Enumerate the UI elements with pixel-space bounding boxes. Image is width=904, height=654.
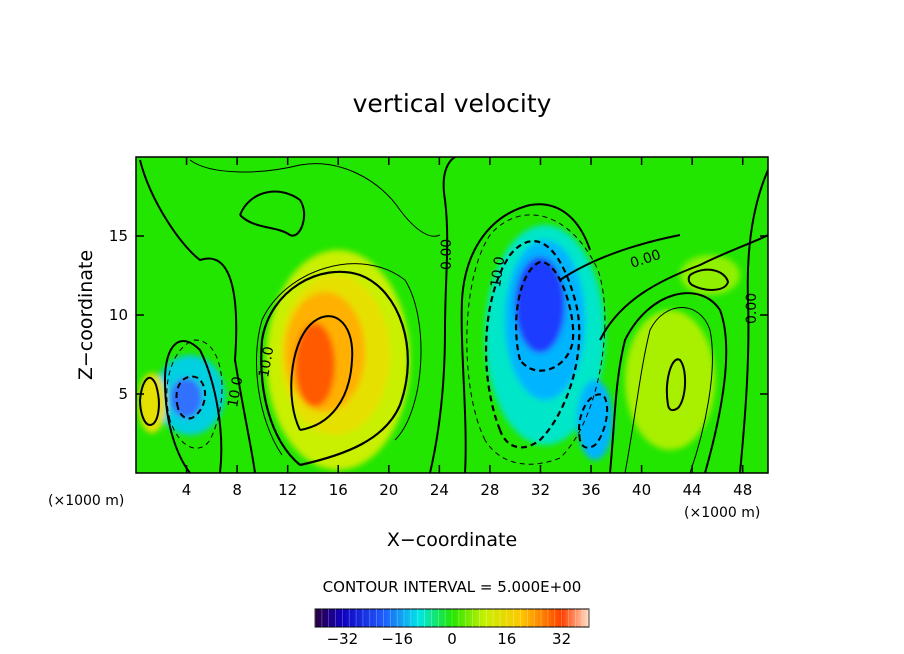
x-tick-label: 8	[232, 481, 242, 499]
contour-line	[255, 263, 422, 456]
chart-title: vertical velocity	[353, 89, 552, 118]
x-tick-label: 48	[733, 481, 752, 499]
contour-line	[609, 292, 728, 473]
x-unit-left: (×1000 m)	[48, 493, 124, 509]
downdraft-lower	[577, 380, 613, 460]
colorbar-tick-label: −32	[327, 630, 359, 648]
x-tick-label: 36	[581, 481, 600, 499]
contour-line	[163, 340, 223, 473]
colorbar: −32 −16 0 16 32	[314, 608, 590, 648]
contour-label: 10.0	[225, 375, 246, 408]
colorbar-tick-label: 0	[447, 630, 457, 648]
x-tick-label: 28	[480, 481, 499, 499]
x-tick-label: 44	[683, 481, 702, 499]
contour-line	[260, 270, 409, 467]
downdraft-core	[515, 257, 565, 353]
contour-label: 0.00	[439, 239, 455, 270]
contour-line	[139, 159, 256, 473]
x-axis-label: X−coordinate	[387, 529, 517, 551]
y-tick-label: 5	[118, 385, 128, 403]
contour-line	[175, 375, 207, 420]
contour-line	[559, 234, 681, 281]
contour-line	[484, 240, 581, 449]
contour-line	[599, 234, 768, 341]
contour-line	[429, 157, 456, 473]
contour-line	[460, 203, 591, 473]
y-tick-label: 15	[109, 227, 128, 245]
colorbar-tick-label: 32	[552, 630, 571, 648]
x-ticks: 4 8 12 16 20 24 28 32 36 40 44 48	[182, 157, 752, 499]
downdraft-left-core	[170, 378, 202, 418]
contour-line	[666, 358, 686, 412]
x-tick-label: 20	[379, 481, 398, 499]
contour-line	[239, 190, 306, 237]
contour-interval-label: CONTOUR INTERVAL = 5.000E+00	[323, 578, 582, 596]
contour-line	[466, 214, 606, 465]
contour-line	[687, 268, 730, 291]
colored-field	[138, 225, 740, 470]
colorbar-tick-label: −16	[381, 630, 413, 648]
x-tick-label: 40	[632, 481, 651, 499]
contour-line	[189, 159, 441, 237]
x-tick-label: 16	[329, 481, 348, 499]
contour-line	[739, 169, 768, 473]
x-tick-label: 12	[278, 481, 297, 499]
plot-area: 10.0 10.0 0.00 10.0 0.00 0.00	[136, 157, 768, 473]
updraft-core	[295, 323, 335, 407]
contour-label: 10.0	[488, 255, 508, 288]
updraft-right-top	[680, 255, 740, 295]
contour-lines	[139, 157, 768, 473]
colorbar-stripes	[314, 609, 590, 627]
updraft-left	[138, 373, 166, 433]
colorbar-gradient	[314, 608, 590, 628]
y-ticks: 5 10 15	[109, 227, 768, 403]
updraft-right	[625, 310, 715, 450]
contour-label: 0.00	[744, 293, 760, 324]
contour-line	[166, 339, 223, 449]
x-tick-label: 4	[182, 481, 192, 499]
x-tick-label: 32	[531, 481, 550, 499]
contour-line	[514, 260, 575, 372]
contour-label: 10.0	[256, 345, 277, 378]
x-unit-right: (×1000 m)	[684, 505, 760, 521]
y-axis-label: Z−coordinate	[75, 250, 97, 380]
y-tick-label: 10	[109, 306, 128, 324]
colorbar-tick-label: 16	[497, 630, 516, 648]
contour-line	[578, 393, 609, 449]
contour-line	[139, 376, 160, 427]
contour-line	[624, 307, 713, 473]
contour-line	[290, 315, 354, 431]
x-tick-label: 24	[430, 481, 449, 499]
colorbar-ticks: −32 −16 0 16 32	[327, 630, 572, 648]
